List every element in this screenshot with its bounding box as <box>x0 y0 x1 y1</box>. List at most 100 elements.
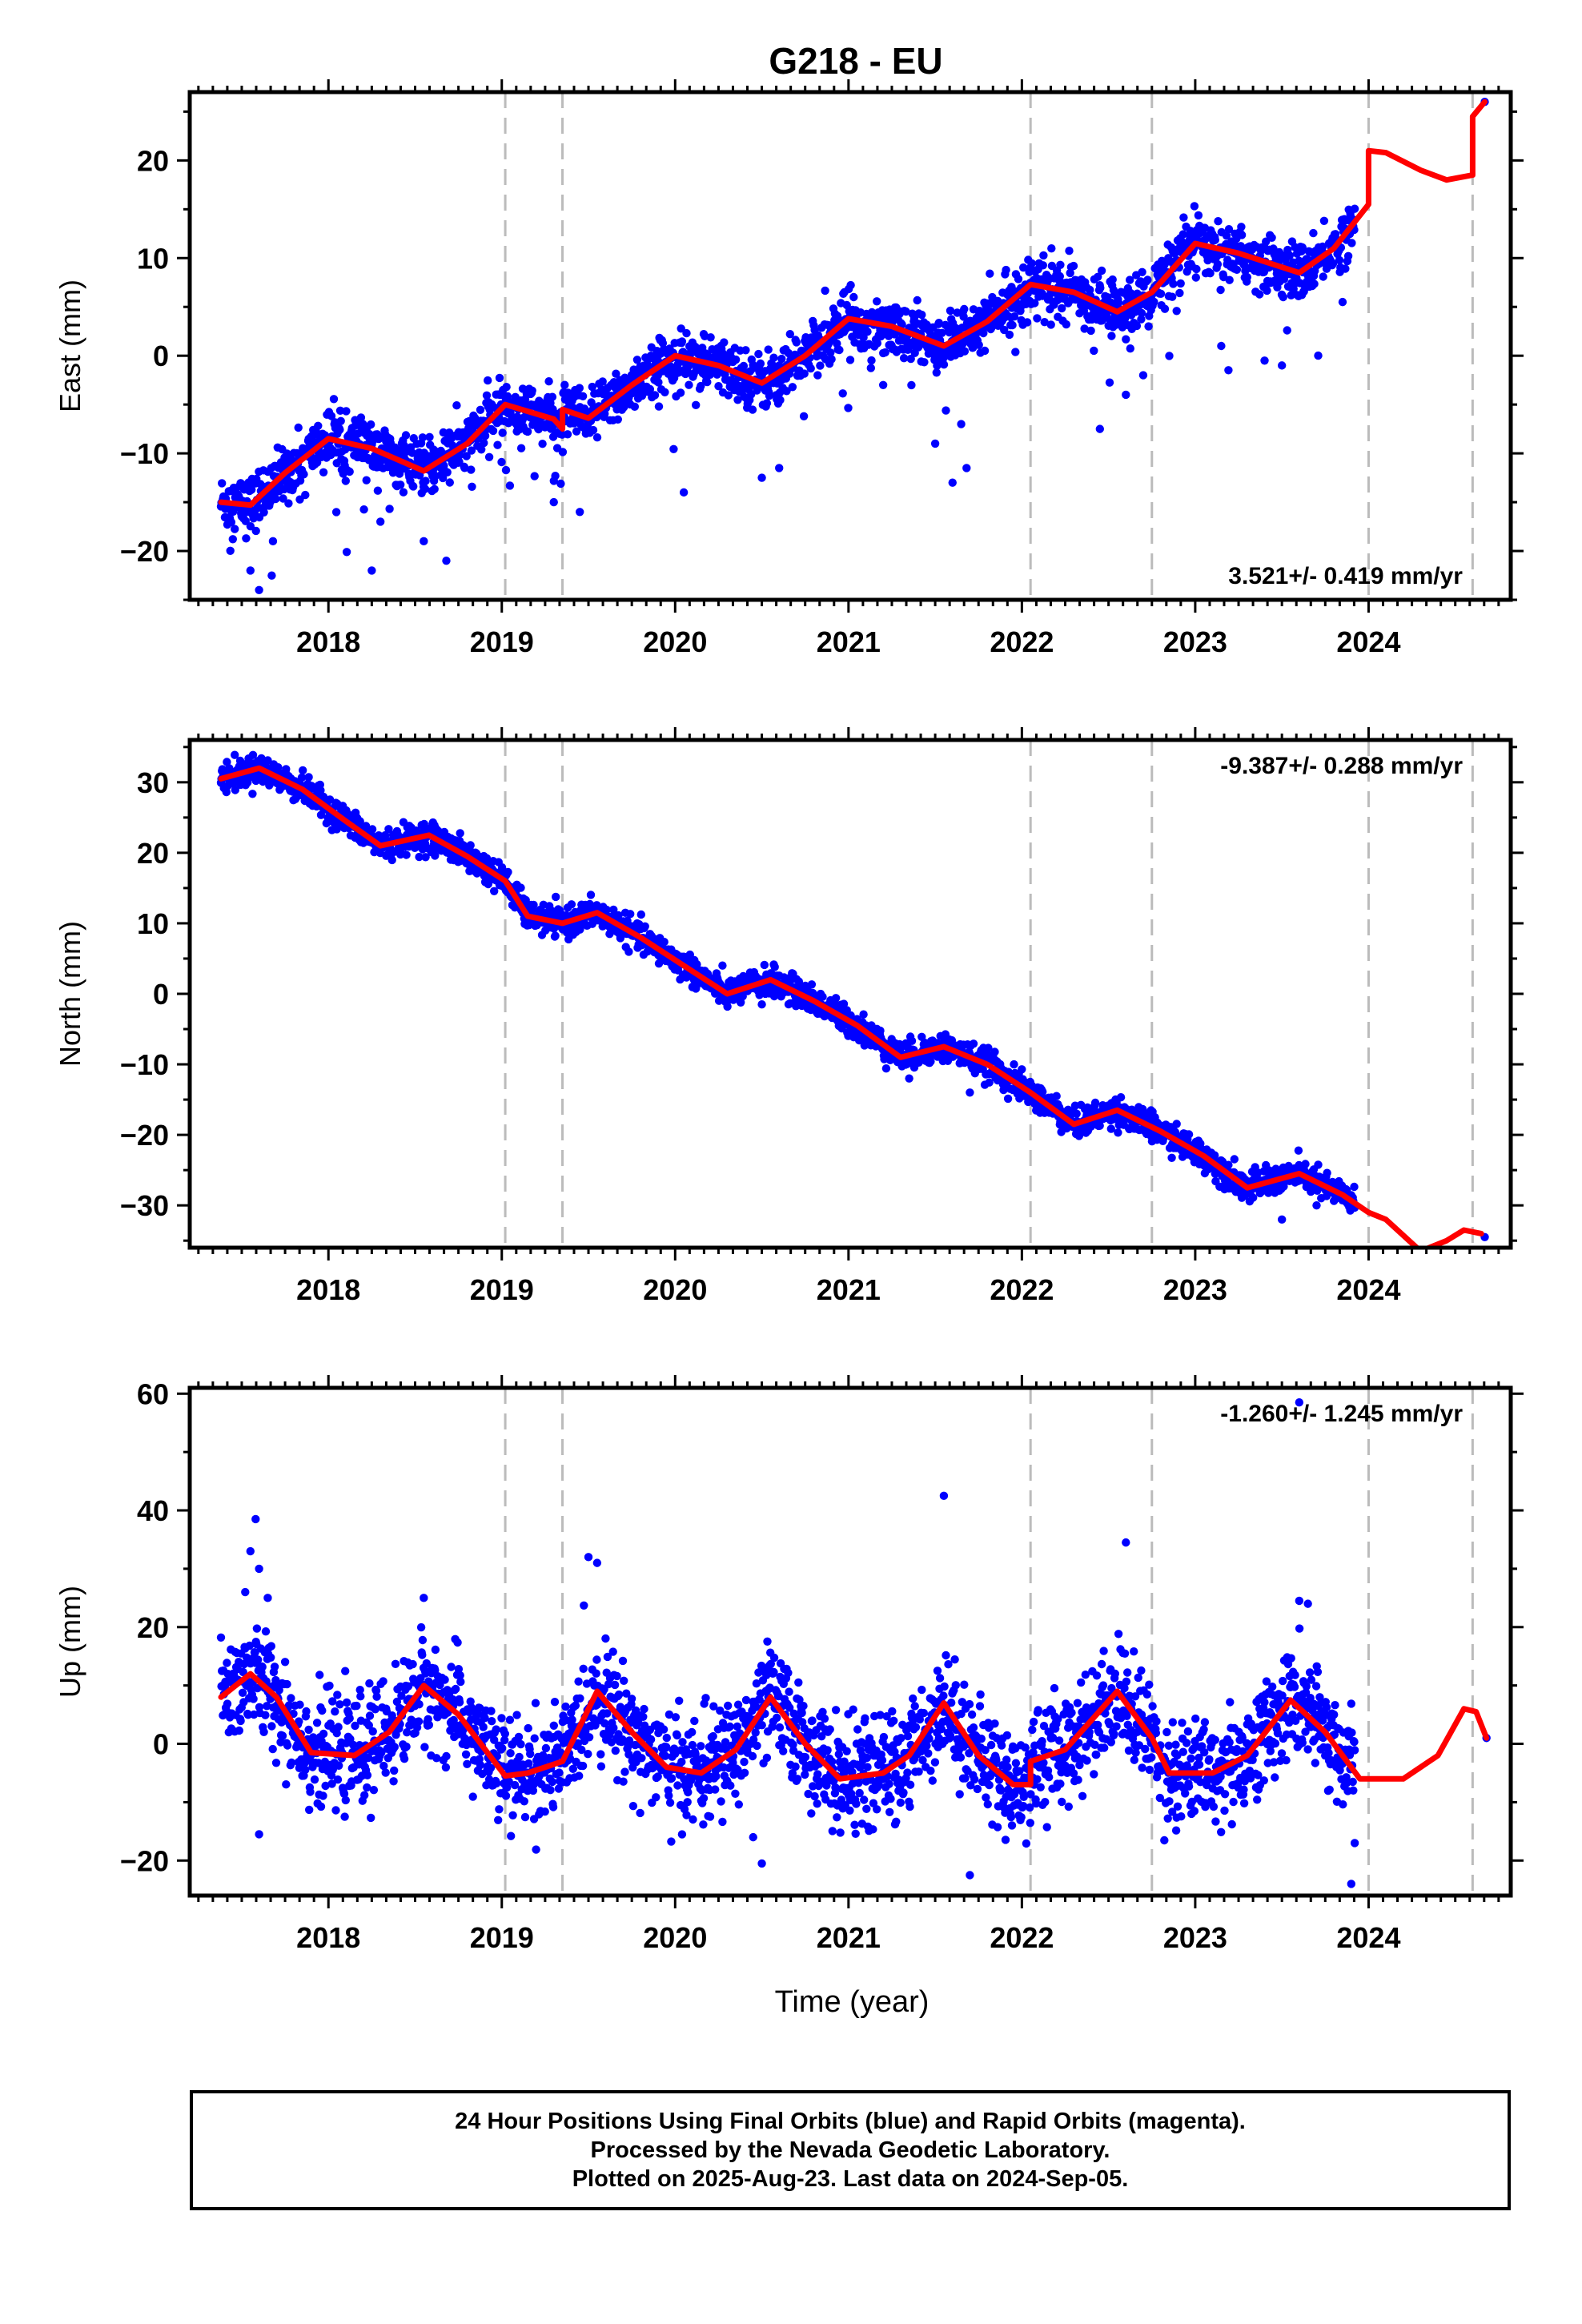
outlier-point <box>757 1000 766 1009</box>
data-point <box>770 963 779 971</box>
data-point <box>980 346 990 356</box>
data-point <box>632 356 642 364</box>
outlier-point <box>679 488 689 497</box>
data-point <box>1056 260 1065 269</box>
data-point <box>456 829 464 838</box>
data-point <box>769 353 778 362</box>
data-point <box>241 517 250 525</box>
data-point <box>336 416 345 425</box>
data-point <box>1262 237 1271 246</box>
data-point <box>556 479 565 489</box>
data-point <box>396 480 405 489</box>
data-point <box>1137 315 1146 324</box>
data-point <box>1108 275 1117 284</box>
data-point <box>548 392 557 401</box>
data-point <box>816 361 825 370</box>
data-point <box>1040 318 1049 327</box>
data-point <box>754 349 763 359</box>
data-point <box>799 412 809 420</box>
data-point <box>934 319 944 328</box>
data-point <box>741 346 750 355</box>
data-point <box>1072 1109 1081 1118</box>
data-point <box>731 355 741 364</box>
data-point <box>1243 272 1252 282</box>
data-point <box>1319 272 1327 281</box>
data-point <box>1080 324 1089 333</box>
data-point <box>876 1026 885 1035</box>
data-point <box>609 905 618 915</box>
data-point <box>448 441 457 450</box>
data-point <box>355 817 364 826</box>
outlier-point <box>688 982 697 991</box>
data-point <box>1285 251 1295 260</box>
data-point <box>1014 275 1023 283</box>
data-point <box>1298 243 1307 252</box>
data-point <box>504 867 512 877</box>
data-point <box>777 354 786 364</box>
data-point <box>636 910 645 919</box>
data-point <box>1033 314 1042 323</box>
data-point <box>477 445 486 454</box>
data-point <box>421 476 430 485</box>
data-point <box>1172 307 1181 316</box>
outlier-point <box>905 1074 913 1083</box>
data-point <box>1126 344 1135 353</box>
data-point <box>476 405 485 414</box>
data-point <box>578 392 588 400</box>
data-point <box>331 508 341 517</box>
data-point <box>1178 230 1188 239</box>
data-point <box>845 356 855 364</box>
data-point <box>452 401 461 410</box>
data-point <box>1090 1098 1100 1108</box>
data-point <box>1008 320 1017 330</box>
data-point <box>1090 346 1098 356</box>
data-point <box>530 472 539 480</box>
data-point <box>329 395 339 404</box>
data-point <box>1237 223 1246 231</box>
data-point <box>1069 261 1078 271</box>
data-point <box>703 377 712 387</box>
data-point <box>1283 326 1291 335</box>
data-point <box>863 328 872 336</box>
data-point <box>294 423 303 432</box>
data-point <box>986 269 994 278</box>
data-point <box>304 773 313 782</box>
data-point <box>528 386 536 395</box>
data-point <box>1097 266 1106 275</box>
data-point <box>495 373 504 383</box>
data-point <box>1211 1151 1219 1160</box>
outlier-point <box>442 557 451 565</box>
outlier-point <box>268 537 278 546</box>
data-point <box>1194 211 1203 220</box>
x-tick-label: 2018 <box>296 625 360 658</box>
data-point <box>1335 255 1344 265</box>
data-point <box>1179 213 1188 222</box>
outlier-point <box>1122 390 1130 400</box>
data-point <box>1039 251 1048 260</box>
data-point <box>960 347 970 356</box>
data-point <box>1062 320 1071 329</box>
data-point <box>231 525 239 533</box>
data-point <box>718 348 727 357</box>
data-point <box>1114 1128 1122 1137</box>
data-point <box>228 535 237 544</box>
data-point <box>1279 292 1288 302</box>
outlier-point <box>878 380 888 389</box>
data-point <box>881 348 889 357</box>
data-point <box>356 413 366 422</box>
data-point <box>1165 352 1174 360</box>
data-point <box>563 430 572 439</box>
data-point <box>676 388 685 397</box>
outlier-point <box>1312 1200 1321 1210</box>
data-point <box>682 328 691 338</box>
data-point <box>806 364 815 373</box>
data-point <box>677 324 685 333</box>
data-point <box>706 333 715 342</box>
data-point <box>1323 1168 1331 1177</box>
data-point <box>460 464 469 472</box>
data-point <box>899 354 909 363</box>
data-point <box>913 296 921 305</box>
data-point <box>1191 273 1201 282</box>
data-point <box>1169 279 1178 288</box>
data-point <box>748 405 757 414</box>
